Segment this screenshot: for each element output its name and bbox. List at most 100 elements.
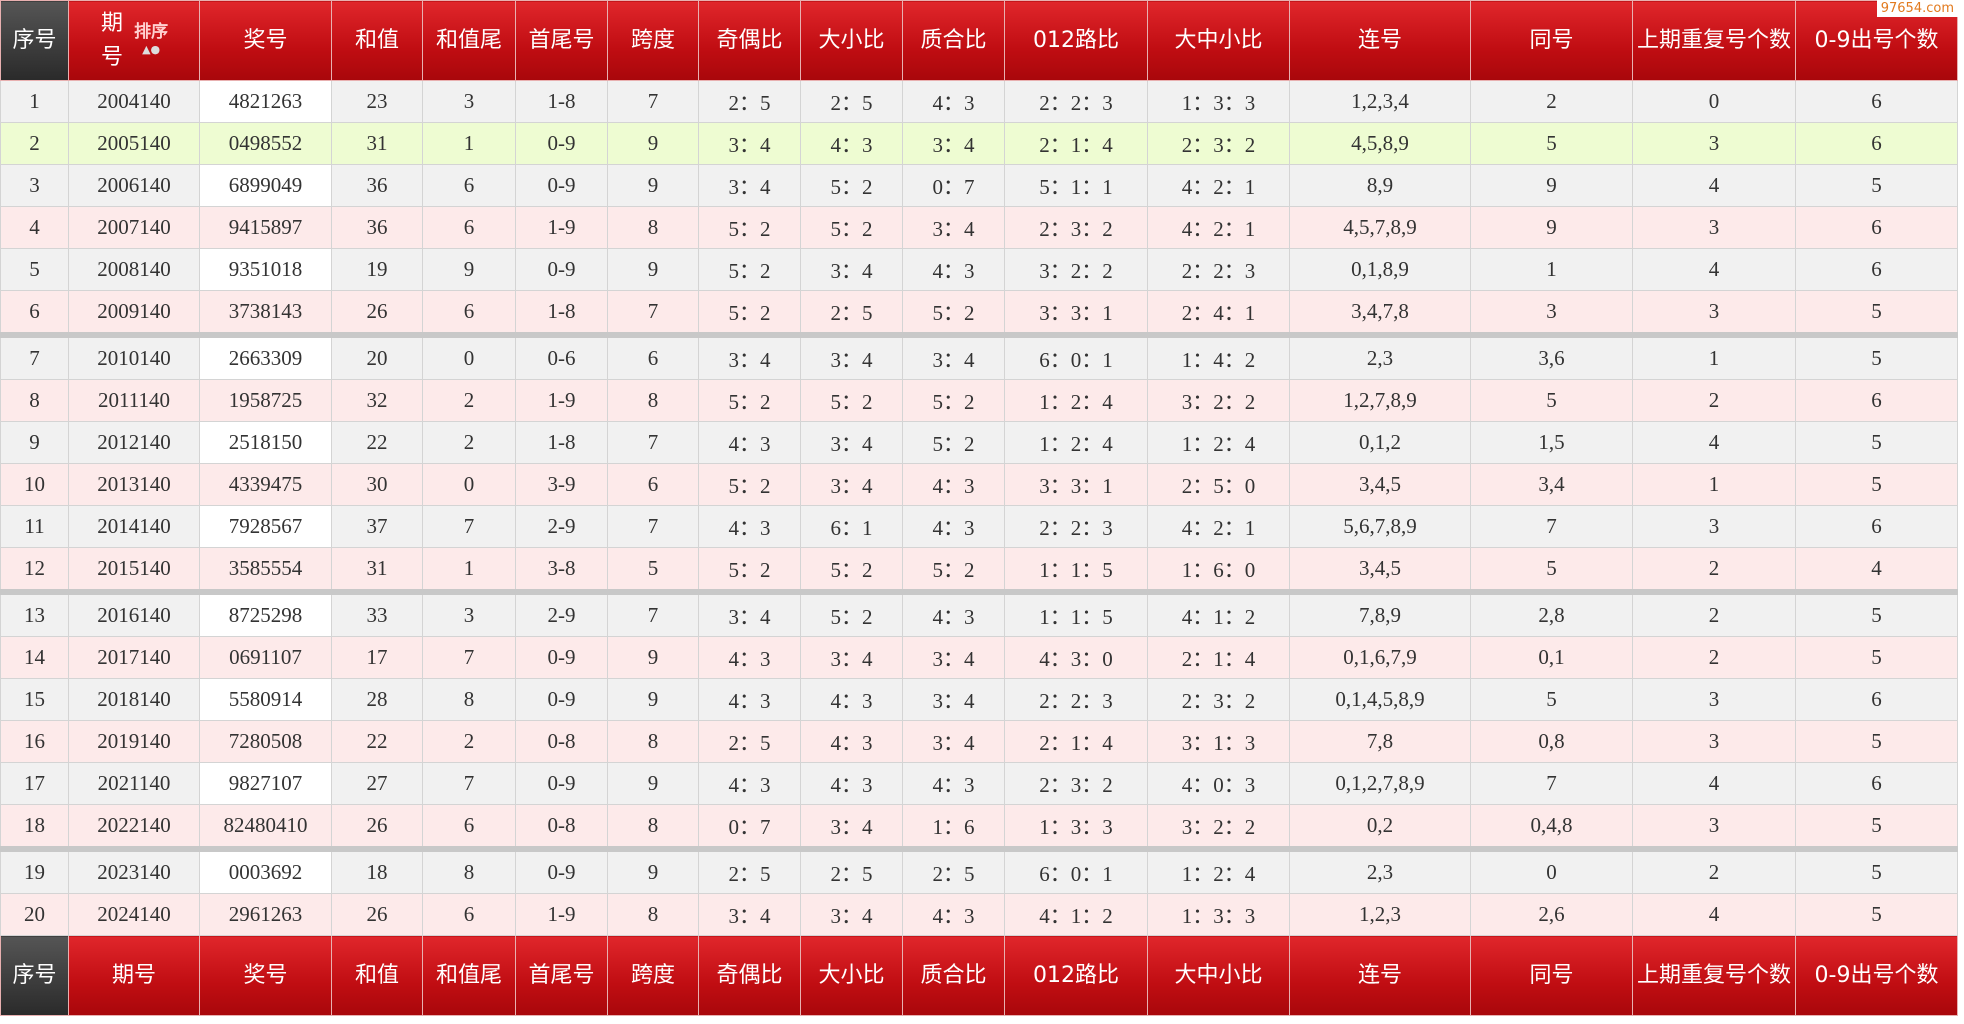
cell: 4：3 [902, 762, 1005, 805]
cell: 16 [0, 720, 69, 763]
cell: 4：3 [800, 122, 903, 165]
cell: 3-8 [515, 547, 608, 593]
cell: 4：3 [902, 248, 1005, 291]
header-cell: 012路比 [1004, 0, 1148, 81]
cell: 5：2 [902, 379, 1005, 422]
cell: 0-9 [515, 762, 608, 805]
cell: 8 [607, 206, 699, 249]
cell: 3,4,5 [1289, 463, 1471, 506]
cell: 4：2：1 [1147, 164, 1290, 207]
sort-label: 排序 [134, 21, 169, 42]
cell: 2018140 [68, 678, 200, 721]
data-row: 19 2023140 0003692 18 8 0-9 9 2：5 2：5 2：5 6：0：1 1：2… [0, 846, 1958, 894]
data-row: 9 2012140 2518150 22 2 1-8 7 4：3 3：4 5：2 1：2：4 1：2：… [0, 421, 1958, 464]
cell: 1,5 [1470, 421, 1633, 464]
cell: 3：1：3 [1147, 720, 1290, 763]
header-cell: 和值 [331, 0, 423, 81]
cell: 5 [1795, 636, 1958, 679]
cell: 0 [1632, 80, 1796, 123]
cell: 6 [607, 332, 699, 380]
cell: 3585554 [199, 547, 332, 593]
header-cell: 奇偶比 [698, 0, 801, 81]
footer-cell: 序号 [0, 935, 69, 1016]
cell: 2：5 [800, 846, 903, 894]
header-cell: 大中小比 [1147, 0, 1290, 81]
cell: 3：4 [902, 122, 1005, 165]
cell: 2011140 [68, 379, 200, 422]
cell: 31 [331, 547, 423, 593]
cell: 4：3 [698, 421, 801, 464]
header-label: 序号 [12, 962, 57, 988]
cell: 1,2,3 [1289, 893, 1471, 936]
header-label: 012路比 [1033, 962, 1119, 988]
cell: 2-9 [515, 505, 608, 548]
cell: 2：3：2 [1004, 762, 1148, 805]
cell: 0498552 [199, 122, 332, 165]
cell: 0,1,6,7,9 [1289, 636, 1471, 679]
data-row: 6 2009140 3738143 26 6 1-8 7 5：2 2：5 5：2 3：3：1 2：4：… [0, 290, 1958, 336]
header-label: 奇偶比 [716, 27, 783, 53]
cell: 22 [331, 421, 423, 464]
cell: 4,5,8,9 [1289, 122, 1471, 165]
footer-cell: 和值尾 [422, 935, 516, 1016]
cell: 2 [1632, 589, 1796, 637]
cell: 4：3 [698, 678, 801, 721]
cell: 15 [0, 678, 69, 721]
header-cell: 跨度 [607, 0, 699, 81]
cell: 4 [1632, 164, 1796, 207]
cell: 3738143 [199, 290, 332, 336]
footer-cell: 012路比 [1004, 935, 1148, 1016]
cell: 4 [1632, 762, 1796, 805]
footer-cell: 大小比 [800, 935, 903, 1016]
cell: 2961263 [199, 893, 332, 936]
cell: 18 [0, 804, 69, 850]
cell: 6 [1795, 80, 1958, 123]
data-row: 12 2015140 3585554 31 1 3-8 5 5：2 5：2 5：2 1：1：5 1：6… [0, 547, 1958, 593]
cell: 0：7 [698, 804, 801, 850]
data-row: 20 2024140 2961263 26 6 1-9 8 3：4 3：4 4：3 4：1：2 1：3… [0, 893, 1958, 936]
cell: 2014140 [68, 505, 200, 548]
cell: 1 [1470, 248, 1633, 291]
cell: 36 [331, 206, 423, 249]
footer-cell: 0-9出号个数 [1795, 935, 1958, 1016]
cell: 31 [331, 122, 423, 165]
cell: 1：2：4 [1004, 379, 1148, 422]
header-cell: 和值尾 [422, 0, 516, 81]
header-cell: 大小比 [800, 0, 903, 81]
cell: 3 [1632, 804, 1796, 850]
header-cell: 首尾号 [515, 0, 608, 81]
cell: 2：1：4 [1004, 122, 1148, 165]
cell: 4：3 [902, 589, 1005, 637]
cell: 2,3 [1289, 332, 1471, 380]
header-label: 跨度 [630, 27, 675, 53]
cell: 9 [607, 122, 699, 165]
cell: 0-9 [515, 636, 608, 679]
cell: 4339475 [199, 463, 332, 506]
cell: 18 [331, 846, 423, 894]
cell: 1：6：0 [1147, 547, 1290, 593]
header-label: 奖号 [243, 962, 288, 988]
cell: 2006140 [68, 164, 200, 207]
cell: 2008140 [68, 248, 200, 291]
cell: 4：3 [698, 636, 801, 679]
cell: 2 [1470, 80, 1633, 123]
cell: 7 [1470, 505, 1633, 548]
data-row: 18 2022140 82480410 26 6 0-8 8 0：7 3：4 1：6 1：3：3 3：… [0, 804, 1958, 850]
cell: 1,2,7,8,9 [1289, 379, 1471, 422]
cell: 2：5：0 [1147, 463, 1290, 506]
cell: 0-9 [515, 122, 608, 165]
cell: 7,8 [1289, 720, 1471, 763]
cell: 4：3 [902, 80, 1005, 123]
sort-arrows: ▲● [142, 42, 161, 56]
cell: 5 [1470, 379, 1633, 422]
sort-button[interactable]: 排序 ▲● [134, 23, 168, 59]
cell: 1-9 [515, 893, 608, 936]
cell: 4：1：2 [1004, 893, 1148, 936]
cell: 13 [0, 589, 69, 637]
cell: 1：1：5 [1004, 589, 1148, 637]
cell: 0003692 [199, 846, 332, 894]
cell: 0,8 [1470, 720, 1633, 763]
cell: 20 [331, 332, 423, 380]
cell: 2：5 [698, 846, 801, 894]
